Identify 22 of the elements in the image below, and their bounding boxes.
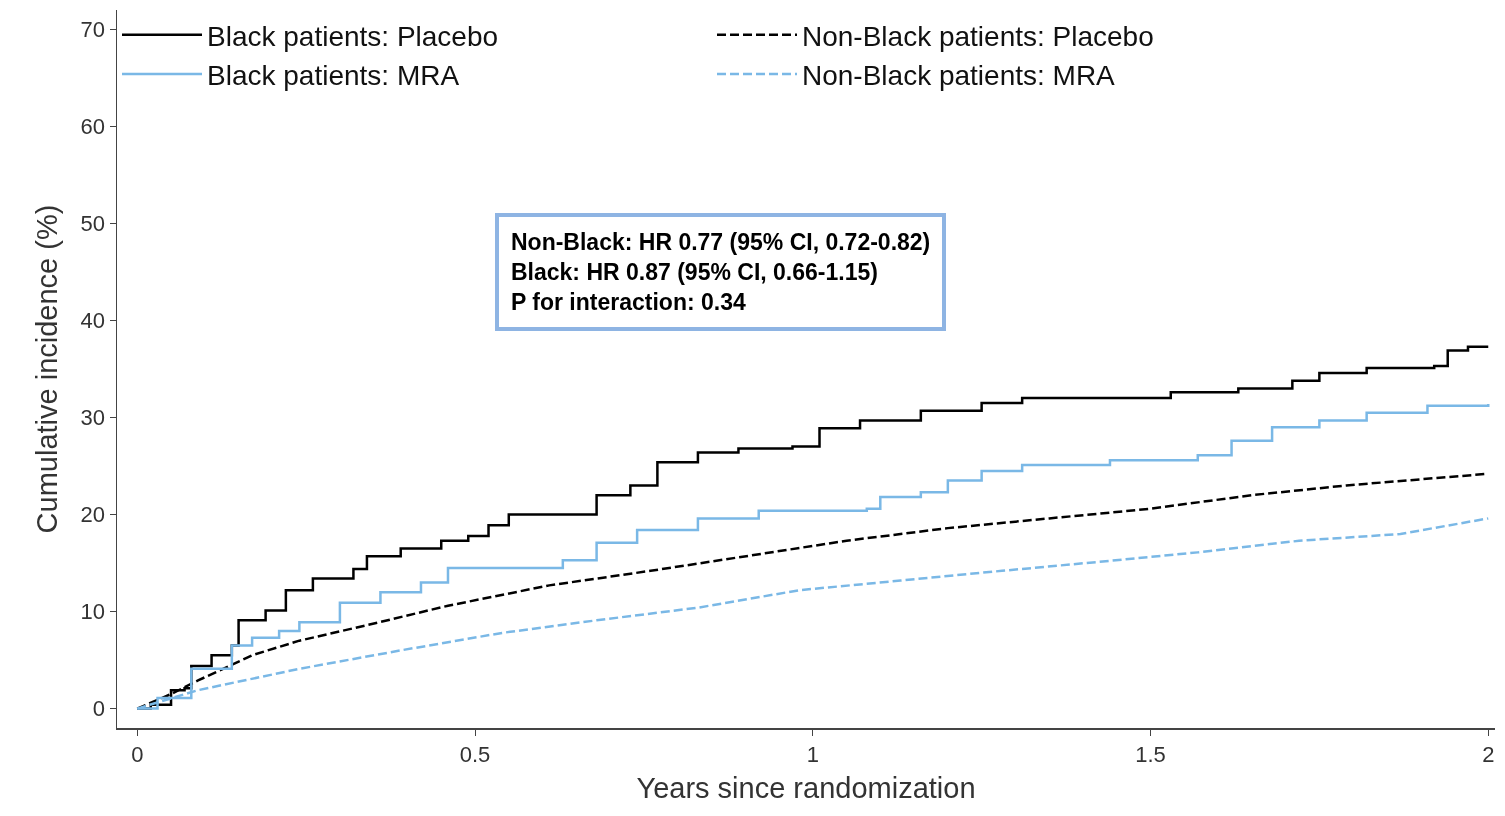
legend-label: Non-Black patients: Placebo: [802, 20, 1154, 52]
y-tick-label: 0: [92, 696, 106, 722]
x-tick-label: 0: [131, 741, 144, 767]
x-tick-label: 2: [1482, 741, 1495, 767]
x-tick-label: 1: [806, 741, 819, 767]
y-tick-label: 40: [80, 308, 106, 334]
x-tick-label: 1.5: [1135, 741, 1166, 767]
annotation: P for interaction: 0.34: [511, 288, 746, 315]
y-axis-title: Cumulative incidence (%): [31, 204, 64, 534]
y-tick-label: 70: [80, 17, 106, 43]
y-tick-label: 60: [80, 114, 106, 140]
legend-label: Black patients: MRA: [207, 60, 460, 92]
annotation: Non-Black: HR 0.77 (95% CI, 0.72-0.82): [511, 229, 931, 255]
y-tick-label: 50: [80, 211, 106, 237]
legend-label: Non-Black patients: MRA: [802, 60, 1116, 92]
legend-label: Black patients: Placebo: [207, 20, 499, 52]
x-tick-label: 0.5: [459, 741, 491, 767]
x-axis-title: Years since randomization: [636, 772, 976, 805]
annotation: Black: HR 0.87 (95% CI, 0.66-1.15): [511, 258, 878, 285]
y-tick-label: 20: [80, 502, 106, 528]
y-tick-label: 30: [80, 405, 106, 431]
y-tick-label: 10: [80, 599, 106, 625]
